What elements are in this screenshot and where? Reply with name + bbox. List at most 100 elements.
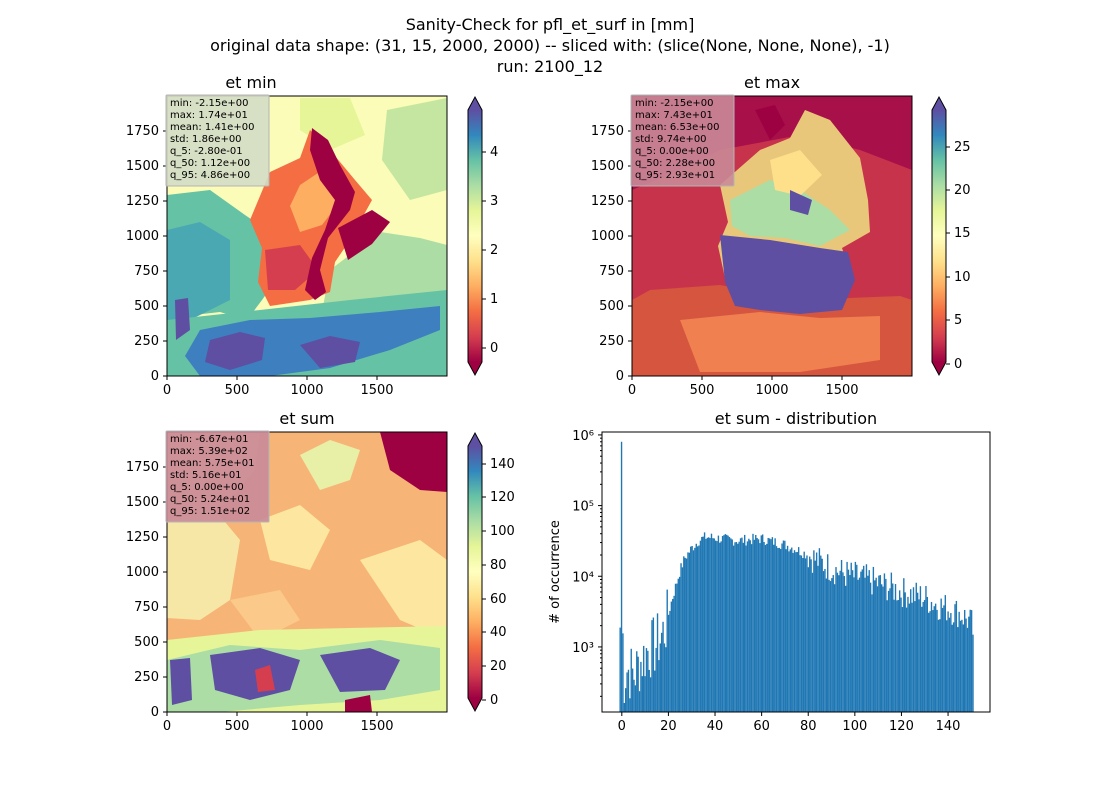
histogram-bar <box>741 537 743 712</box>
axes-frame <box>601 431 991 713</box>
histogram-bar <box>940 598 942 712</box>
colorbar-tick-label: 5 <box>954 313 962 328</box>
histogram-bar <box>724 534 727 712</box>
stats-line: max: 5.39e+02 <box>170 446 248 457</box>
colorbar: 0 20 40 60 80 100 120 140 <box>467 431 515 713</box>
histogram-bar <box>911 602 913 712</box>
histogram-bar <box>663 643 666 712</box>
histogram-bar <box>838 575 840 712</box>
histogram-bar <box>926 596 929 712</box>
figure-title-line-1: Sanity-Check for pfl_et_surf in [mm] <box>406 15 695 35</box>
histogram-bar <box>784 540 786 712</box>
histogram-bar <box>651 620 653 712</box>
histogram-bar <box>652 617 655 712</box>
histogram-bar <box>827 554 829 712</box>
histogram-bar <box>744 534 746 712</box>
histogram-bar <box>620 441 623 712</box>
stats-line: q_95: 4.86e+00 <box>170 170 250 181</box>
histogram-bar <box>832 575 834 712</box>
histogram-bar <box>802 558 804 712</box>
histogram-bar <box>958 611 960 712</box>
colorbar-tick-label: 3 <box>490 194 498 209</box>
histogram-bar <box>739 538 742 712</box>
figure-title-line-3: run: 2100_12 <box>497 57 603 77</box>
histogram-bar <box>833 584 836 712</box>
panel-title: et min <box>225 73 276 92</box>
histogram-bar <box>946 620 948 712</box>
histogram-bar <box>811 572 814 712</box>
histogram-bar <box>961 619 963 712</box>
histogram-bar <box>797 547 800 712</box>
histogram-bar <box>948 617 951 712</box>
histogram-bar <box>939 619 941 712</box>
histogram-bar <box>804 558 807 712</box>
histogram-bar <box>840 559 843 712</box>
histogram-bar <box>959 620 962 712</box>
histogram-bar <box>721 535 724 712</box>
histogram-bar <box>970 610 973 712</box>
histogram-bar <box>727 535 729 712</box>
y-tick-label: 0 <box>151 369 159 384</box>
histogram-bar <box>886 600 888 712</box>
histogram-bar <box>698 545 700 712</box>
histogram-bar <box>814 560 816 712</box>
colorbar-tick-label: 60 <box>490 592 507 607</box>
histogram-bar <box>876 586 879 712</box>
histogram-bar <box>731 539 733 712</box>
histogram-bar <box>853 577 855 712</box>
histogram-bar <box>623 702 626 712</box>
stats-line: max: 1.74e+01 <box>170 110 248 121</box>
x-axis: 0 500 1000 1500 <box>163 712 394 734</box>
histogram-bar <box>915 582 917 712</box>
y-tick-label: 0 <box>616 369 624 384</box>
histogram-bar <box>694 547 696 712</box>
x-axis: 0 20 40 60 80 100 120 140 <box>618 712 960 734</box>
x-tick-label: 500 <box>690 383 715 398</box>
x-tick-label: 20 <box>660 719 677 734</box>
histogram-bar <box>658 660 660 712</box>
histogram-bar <box>810 559 812 712</box>
x-tick-label: 1500 <box>360 383 393 398</box>
histogram-bar <box>712 538 714 712</box>
histogram-bar <box>667 614 670 712</box>
histogram-bar <box>749 540 751 712</box>
histogram-bar <box>937 619 940 712</box>
histogram-bar <box>809 556 811 712</box>
stats-box: min: -2.15e+00 max: 7.43e+01 mean: 6.53e… <box>630 94 735 187</box>
histogram-bar <box>815 552 818 712</box>
stats-line: min: -2.15e+00 <box>635 98 714 109</box>
histogram-bars <box>619 441 974 712</box>
histogram-bar <box>692 550 695 712</box>
histogram-bar <box>856 564 858 712</box>
histogram-bar <box>649 677 652 712</box>
histogram-bar <box>774 538 776 712</box>
colorbar-tick-label: 15 <box>954 226 971 241</box>
histogram-bar <box>874 580 876 712</box>
histogram-bar <box>710 533 713 712</box>
histogram-bar <box>730 538 732 712</box>
y-tick-label: 250 <box>134 670 159 685</box>
histogram-bar <box>934 603 937 712</box>
histogram-bar <box>846 561 848 712</box>
y-tick-label: 750 <box>599 264 624 279</box>
histogram-bar <box>674 583 677 712</box>
x-tick-label: 1000 <box>290 719 323 734</box>
histogram-bar <box>818 548 821 712</box>
histogram-bar <box>968 616 970 712</box>
histogram-bar <box>845 585 847 712</box>
y-tick-label: 500 <box>134 635 159 650</box>
histogram-bar <box>885 578 887 712</box>
histogram-bar <box>701 536 703 712</box>
x-tick-label: 500 <box>225 383 250 398</box>
histogram-bar <box>753 539 756 712</box>
histogram-bar <box>883 573 886 712</box>
panel-et-sum: et sum 0 500 1000 1500 <box>126 409 515 734</box>
histogram-bar <box>929 611 931 712</box>
histogram-bar <box>850 562 852 712</box>
y-tick-label: 10³ <box>572 641 594 656</box>
colorbar-tick-label: 80 <box>490 558 507 573</box>
colorbar-tick-label: 1 <box>490 292 498 307</box>
histogram-bar <box>867 575 869 712</box>
colorbar-tick-label: 100 <box>490 524 515 539</box>
histogram-bar <box>916 592 919 712</box>
